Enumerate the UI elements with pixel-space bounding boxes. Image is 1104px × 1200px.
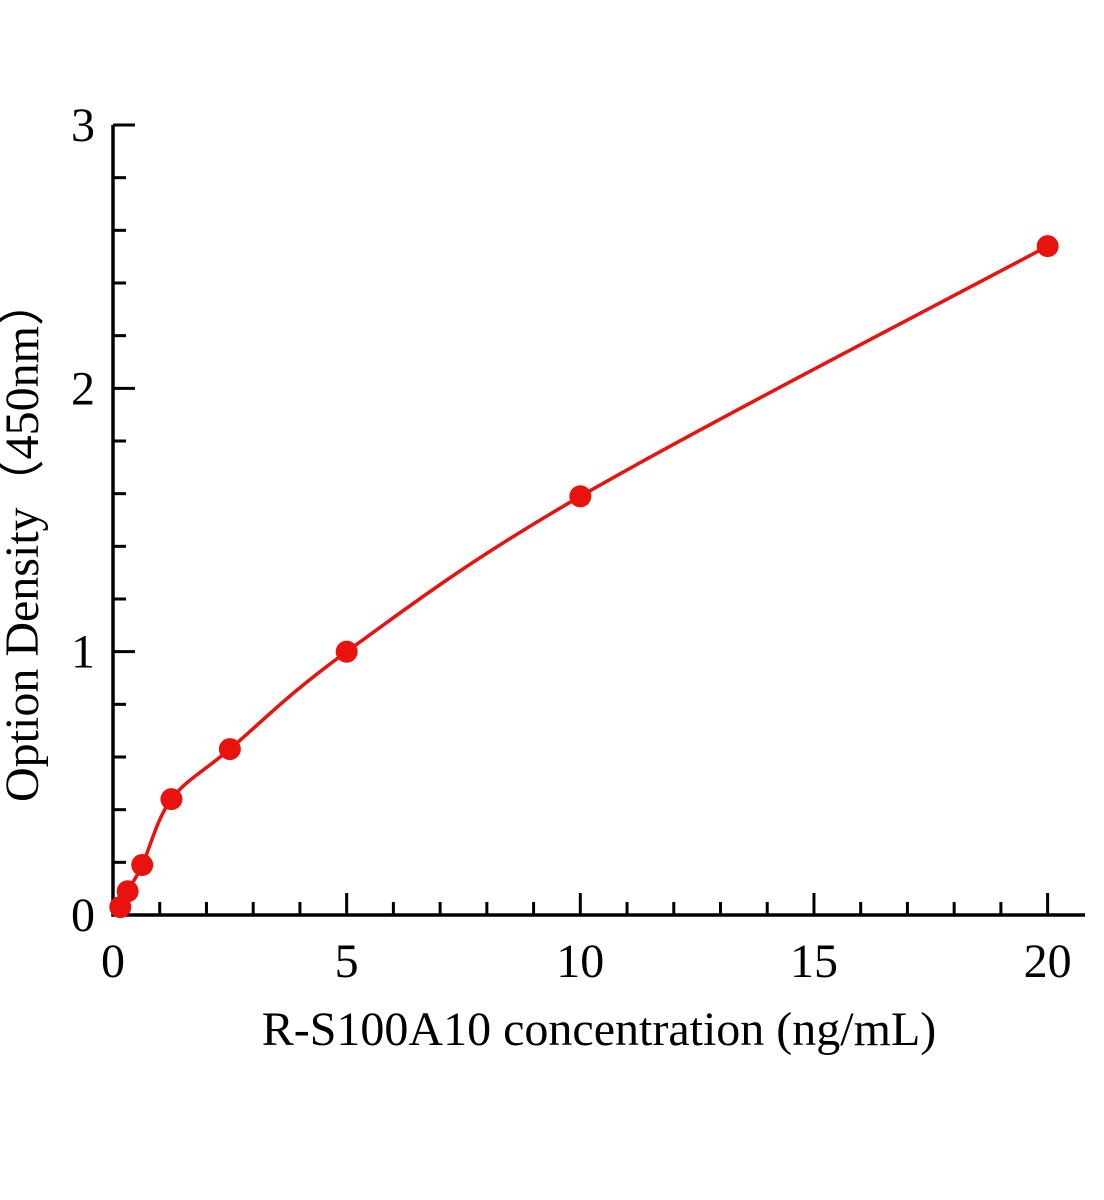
plot-area: 0 5 10 15 20 0 1 2 3: [71, 99, 1085, 988]
x-tick-label: 10: [556, 935, 604, 988]
y-axis-title: Option Density（450nm）: [0, 278, 49, 802]
data-point-marker: [218, 738, 241, 761]
axis-lines: [111, 125, 1085, 917]
data-point-marker: [131, 853, 154, 876]
y-tick-label: 3: [71, 99, 95, 152]
x-tick-label: 15: [790, 935, 838, 988]
data-point-marker: [1036, 235, 1059, 258]
data-point-marker: [116, 880, 139, 903]
x-axis-title: R-S100A10 concentration (ng/mL): [262, 1003, 937, 1056]
data-point-marker: [569, 485, 592, 508]
y-tick-label: 1: [71, 626, 95, 679]
x-tick-label: 0: [101, 935, 125, 988]
x-tick-label: 20: [1024, 935, 1072, 988]
y-tick-label: 2: [71, 362, 95, 415]
data-point-marker: [335, 640, 358, 663]
x-tick-label: 5: [335, 935, 359, 988]
y-tick-label: 0: [71, 889, 95, 942]
data-point-marker: [160, 788, 183, 811]
standard-curve-line: [118, 244, 1049, 908]
